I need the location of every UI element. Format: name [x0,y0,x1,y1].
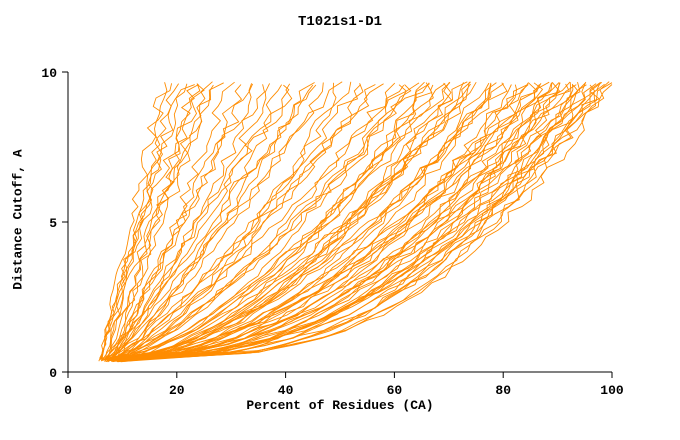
model-curve [116,82,529,360]
model-curve [115,84,613,359]
model-curve [118,84,579,362]
model-curve [110,84,405,362]
model-curve [117,81,471,362]
model-curve [111,81,235,360]
model-curve [115,84,361,362]
x-tick-label: 20 [169,383,185,398]
x-tick-label: 60 [387,383,403,398]
model-curve [104,82,508,362]
model-curve [112,82,464,362]
chart-title: T1021s1-D1 [297,14,382,30]
model-curve [111,82,613,362]
model-curve [104,82,452,362]
x-tick-label: 0 [64,383,72,398]
y-tick-label: 5 [49,216,57,231]
model-curve [112,83,505,363]
model-curve [105,84,282,360]
model-curve [104,84,199,361]
model-curve [118,83,271,361]
model-curve [111,83,364,360]
model-curve [121,84,596,361]
model-curve [110,82,430,360]
x-axis-label: Percent of Residues (CA) [246,398,434,413]
model-curve [117,83,601,361]
model-curve [116,81,453,361]
model-curve [115,82,561,360]
model-curve [118,84,587,360]
model-curve [118,84,540,363]
model-curve [111,83,574,360]
model-curve [116,84,290,359]
model-curve [105,83,446,363]
x-tick-label: 100 [600,383,624,398]
model-curve [106,82,324,362]
model-curve [122,82,572,360]
model-curve [101,82,337,361]
model-curve [111,81,610,362]
y-tick-label: 10 [41,66,57,81]
model-curve [117,82,561,361]
model-curve [110,84,214,360]
model-curve [112,84,412,360]
model-curve [113,81,581,360]
model-curve [117,84,314,362]
model-curve [110,81,343,360]
model-curve [107,84,376,363]
model-curve [106,82,420,362]
model-curve [105,84,317,359]
model-curve [110,82,490,361]
model-curve [107,81,425,360]
model-curve [115,83,253,362]
model-curve [116,82,451,361]
model-curve [110,83,384,361]
model-curve [100,82,224,360]
model-curve [121,83,605,361]
model-curve [105,82,433,359]
model-curve [110,84,408,361]
model-curve [121,82,544,361]
model-curve [106,81,477,362]
x-tick-label: 80 [495,383,511,398]
model-curve [115,81,468,361]
model-curve [116,82,553,363]
model-curve [116,83,597,361]
model-curve [111,82,497,362]
model-curve [111,83,201,359]
model-curve [107,81,213,362]
model-curve [105,82,168,360]
model-curve [105,82,492,361]
model-curve [105,84,243,360]
model-curve [101,83,205,360]
model-curve [107,84,527,361]
model-curve [121,82,542,361]
model-curve [112,81,550,360]
model-curve [120,81,571,363]
model-curve [112,81,470,360]
x-tick-label: 40 [278,383,294,398]
model-curve [110,83,254,360]
model-curve [112,82,586,362]
model-curve [116,83,471,360]
model-curve [100,82,396,362]
y-tick-label: 0 [49,366,57,381]
